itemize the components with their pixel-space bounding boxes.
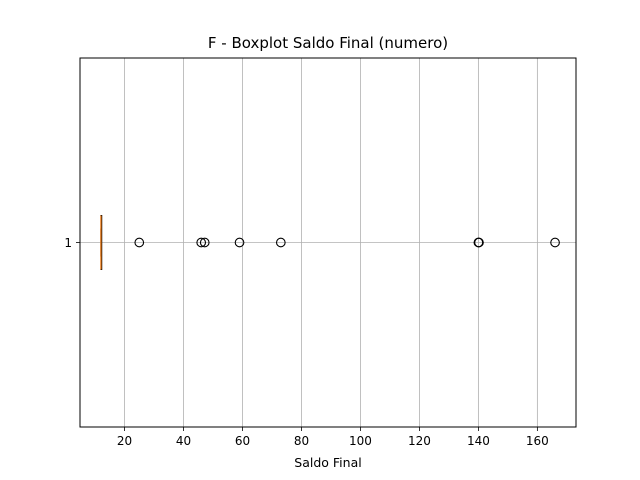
y-tick-label: 1 (64, 236, 72, 250)
outlier-point (474, 237, 484, 248)
x-tick-label: 140 (467, 434, 490, 448)
grid-lines (80, 58, 576, 427)
x-tick-label: 80 (294, 434, 309, 448)
x-tick-label: 100 (349, 434, 372, 448)
outlier-point (550, 237, 560, 248)
x-tick-label: 120 (408, 434, 431, 448)
outlier-points (134, 237, 560, 248)
outlier-point (234, 237, 245, 248)
outlier-point (275, 237, 286, 248)
x-tick-label: 20 (117, 434, 132, 448)
outlier-point (199, 237, 210, 248)
outlier-point (196, 237, 207, 248)
x-tick-label: 160 (526, 434, 549, 448)
x-axis-label: Saldo Final (294, 455, 361, 470)
chart-title: F - Boxplot Saldo Final (numero) (208, 34, 448, 52)
box-series (100, 215, 103, 270)
x-tick-label: 60 (235, 434, 250, 448)
x-tick-label: 40 (176, 434, 191, 448)
outlier-point (134, 237, 145, 248)
axis-ticks: 20 40 60 80 100 120 140 160 1 (64, 236, 548, 448)
